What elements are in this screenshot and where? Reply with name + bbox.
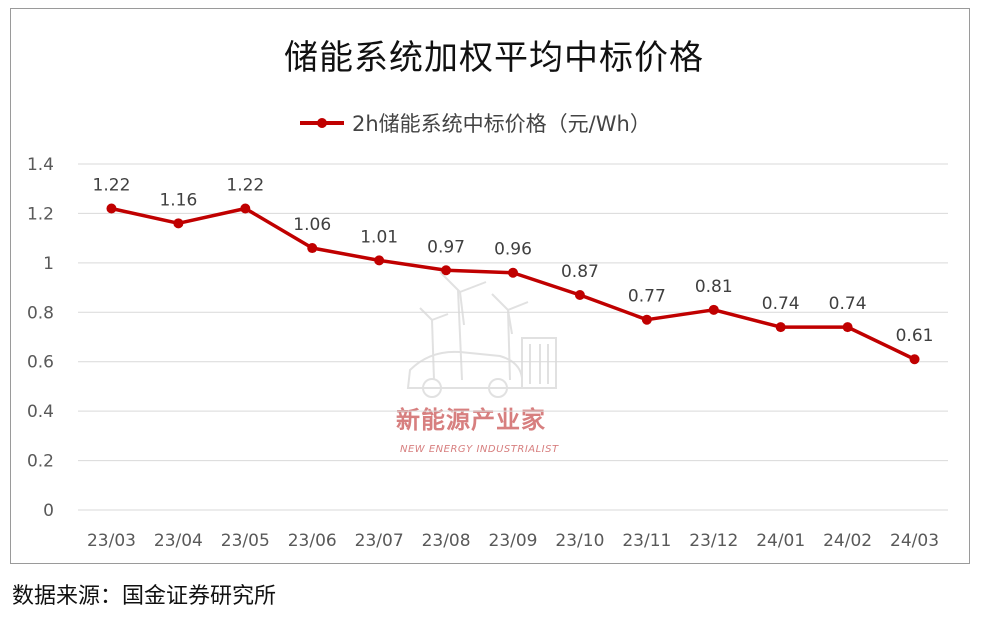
x-tick-label: 23/11 xyxy=(622,531,671,551)
x-tick-label: 23/04 xyxy=(154,531,203,551)
legend-swatch xyxy=(300,118,344,128)
data-point xyxy=(574,289,585,300)
data-point xyxy=(909,354,920,365)
data-point xyxy=(441,265,452,276)
data-label: 0.61 xyxy=(896,326,934,346)
data-point xyxy=(641,314,652,325)
series-line xyxy=(111,206,916,361)
data-label: 0.74 xyxy=(762,294,800,314)
data-label: 0.96 xyxy=(494,240,532,260)
x-tick-label: 23/09 xyxy=(489,531,538,551)
x-tick-label: 24/03 xyxy=(890,531,939,551)
chart-title: 储能系统加权平均中标价格 xyxy=(284,38,704,78)
data-point xyxy=(508,267,518,278)
legend: 2h储能系统中标价格（元/Wh） xyxy=(300,108,651,138)
x-tick-label: 23/03 xyxy=(87,531,136,551)
data-label: 0.87 xyxy=(561,262,599,282)
y-tick-label: 1.2 xyxy=(27,204,54,224)
source-note: 数据来源：国金证券研究所 xyxy=(12,584,277,609)
x-tick-label: 23/05 xyxy=(221,531,270,551)
data-point xyxy=(240,203,251,214)
data-label: 1.01 xyxy=(360,227,398,247)
data-point xyxy=(708,304,719,315)
legend-label: 2h储能系统中标价格（元/Wh） xyxy=(352,112,651,136)
y-tick-label: 0.2 xyxy=(27,452,54,472)
data-label: 0.74 xyxy=(829,294,867,314)
y-tick-label: 0.6 xyxy=(27,353,54,373)
x-tick-label: 23/07 xyxy=(355,531,404,551)
y-tick-label: 1 xyxy=(43,254,54,274)
data-label: 0.97 xyxy=(427,237,465,257)
data-label: 1.06 xyxy=(293,215,331,235)
y-tick-label: 0.4 xyxy=(27,402,54,422)
x-tick-label: 24/01 xyxy=(756,531,805,551)
data-point xyxy=(307,243,318,254)
data-label: 0.81 xyxy=(695,277,733,297)
data-point xyxy=(842,322,853,333)
y-tick-label: 1.4 xyxy=(27,155,54,175)
x-tick-label: 23/08 xyxy=(422,531,471,551)
data-point xyxy=(173,218,184,229)
data-point xyxy=(106,203,117,214)
watermark-subtitle: NEW ENERGY INDUSTRIALIST xyxy=(400,444,559,455)
data-point xyxy=(775,322,786,333)
data-label: 1.22 xyxy=(226,175,264,195)
chart-frame xyxy=(10,8,970,564)
data-point xyxy=(374,255,385,266)
watermark-wind-turbine-car-icon xyxy=(406,271,557,398)
x-tick-label: 24/02 xyxy=(823,531,872,551)
y-tick-label: 0.8 xyxy=(27,303,54,323)
x-tick-label: 23/10 xyxy=(555,531,604,551)
data-label: 1.22 xyxy=(93,175,131,195)
x-tick-label: 23/06 xyxy=(288,531,337,551)
x-tick-label: 23/12 xyxy=(689,531,738,551)
data-label: 1.16 xyxy=(159,190,197,210)
y-tick-label: 0 xyxy=(43,501,54,521)
data-label: 0.77 xyxy=(628,287,666,307)
